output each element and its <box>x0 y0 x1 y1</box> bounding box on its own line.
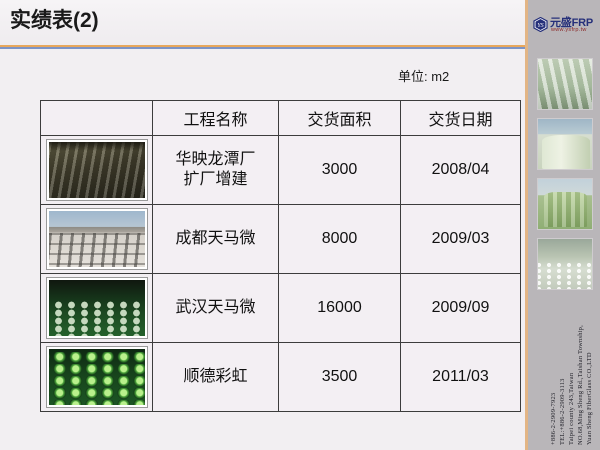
delivery-date-cell: 2011/03 <box>400 342 521 412</box>
company-phone-primary: TEL:+886-2-2909-3113 <box>559 378 566 445</box>
company-info-block: Yuan Sheng FiberGlass CO.,LTD NO.68,Ming… <box>525 300 600 445</box>
frp-tank-photo <box>537 118 593 170</box>
ys-hexagon-icon: YS <box>533 17 548 32</box>
logo-website-url: www.ysfrp.tw <box>551 27 587 33</box>
project-thumbnail-cell <box>40 135 153 205</box>
factory-ceiling-photo <box>537 58 593 110</box>
project-thumbnail-cell <box>40 204 153 274</box>
project-name-cell: 顺德彩虹 <box>152 342 279 412</box>
company-phone-secondary: +886-2-2909-7923 <box>550 392 557 445</box>
column-header-delivery-date: 交货日期 <box>400 100 521 136</box>
project-thumbnail-cell <box>40 342 153 412</box>
company-name-text: Yuan Sheng FiberGlass CO.,LTD <box>586 352 593 445</box>
sidebar-accent-stripe <box>525 0 528 450</box>
project-name-line-1: 华映龙潭厂 <box>175 151 256 168</box>
table-row: 成都天马微 8000 2009/03 <box>40 204 521 274</box>
frp-tank-cluster-photo <box>537 178 593 230</box>
unit-note: 单位: m2 <box>398 69 450 84</box>
green-dome-closeup-photo <box>46 347 147 407</box>
column-header-project-name: 工程名称 <box>152 100 279 136</box>
delivery-date-cell: 2009/09 <box>400 273 521 343</box>
table-row: 顺德彩虹 3500 2011/03 <box>40 342 521 412</box>
delivery-area-cell: 3000 <box>278 135 401 205</box>
company-address-line-1: NO.68,Ming Sheng Rd.,Taishan Township, <box>577 325 584 445</box>
table-row: 武汉天马微 16000 2009/09 <box>40 273 521 343</box>
column-header-thumbnail <box>40 100 153 136</box>
delivery-area-cell: 3500 <box>278 342 401 412</box>
project-name-cell: 华映龙潭厂 扩厂增建 <box>152 135 279 205</box>
page-title: 实绩表(2) <box>10 9 99 32</box>
table-row: 华映龙潭厂 扩厂增建 3000 2008/04 <box>40 135 521 205</box>
project-thumbnail-cell <box>40 273 153 343</box>
project-name-cell: 成都天马微 <box>152 204 279 274</box>
header-divider <box>0 45 525 49</box>
divider-orange-line <box>0 45 525 47</box>
column-header-delivery-area: 交货面积 <box>278 100 401 136</box>
factory-floor-photo <box>537 238 593 290</box>
slide-header <box>0 0 525 45</box>
table-header-row: 工程名称 交货面积 交货日期 <box>40 100 521 136</box>
construction-trench-photo <box>46 140 147 200</box>
delivery-date-cell: 2008/04 <box>400 135 521 205</box>
delivery-area-cell: 16000 <box>278 273 401 343</box>
company-logo: YS 元盛FRP www.ysfrp.tw <box>533 14 597 40</box>
divider-blue-line <box>0 47 525 49</box>
green-dome-hall-photo <box>46 278 147 338</box>
company-address-line-2: Taipei county 243,Taiwan <box>568 372 575 445</box>
delivery-area-cell: 8000 <box>278 204 401 274</box>
project-name-cell: 武汉天马微 <box>152 273 279 343</box>
performance-table: 工程名称 交货面积 交货日期 华映龙潭厂 扩厂增建 3000 2008/04 <box>40 100 521 412</box>
logo-wordmark: 元盛FRP <box>550 17 593 29</box>
delivery-date-cell: 2009/03 <box>400 204 521 274</box>
svg-text:YS: YS <box>537 23 543 29</box>
construction-site-photo <box>46 209 147 269</box>
project-name-line-2: 扩厂增建 <box>183 171 248 188</box>
right-sidebar: YS 元盛FRP www.ysfrp.tw Yuan Sheng FiberGl… <box>525 0 600 450</box>
